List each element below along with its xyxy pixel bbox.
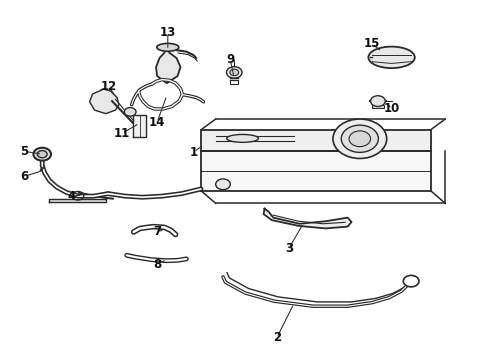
Circle shape [216,179,230,190]
Circle shape [370,96,385,107]
Circle shape [124,108,136,116]
Text: 10: 10 [384,103,400,116]
Text: 7: 7 [153,225,161,238]
Circle shape [349,131,370,147]
Polygon shape [90,89,119,114]
Text: 14: 14 [149,116,165,129]
Polygon shape [49,199,106,202]
Text: 12: 12 [101,80,117,93]
Text: 11: 11 [114,127,130,140]
Polygon shape [156,53,180,83]
Text: 2: 2 [273,331,281,344]
Polygon shape [201,151,431,191]
Ellipse shape [157,43,179,51]
Ellipse shape [368,46,415,68]
Text: 3: 3 [285,242,293,255]
Circle shape [37,150,47,158]
Bar [372,105,384,108]
Text: 5: 5 [20,145,28,158]
Circle shape [33,148,51,161]
Text: 9: 9 [226,53,235,66]
Circle shape [230,69,239,76]
Text: 1: 1 [190,145,198,158]
Text: 8: 8 [153,258,161,271]
Text: 15: 15 [364,37,380,50]
Circle shape [333,119,387,158]
Circle shape [403,275,419,287]
Circle shape [226,67,242,78]
Polygon shape [264,209,351,228]
Text: 6: 6 [20,170,28,183]
Text: 13: 13 [160,27,176,40]
Polygon shape [201,130,431,151]
Text: 4: 4 [68,190,75,203]
Circle shape [341,125,378,152]
Ellipse shape [227,134,258,142]
Polygon shape [133,116,147,137]
